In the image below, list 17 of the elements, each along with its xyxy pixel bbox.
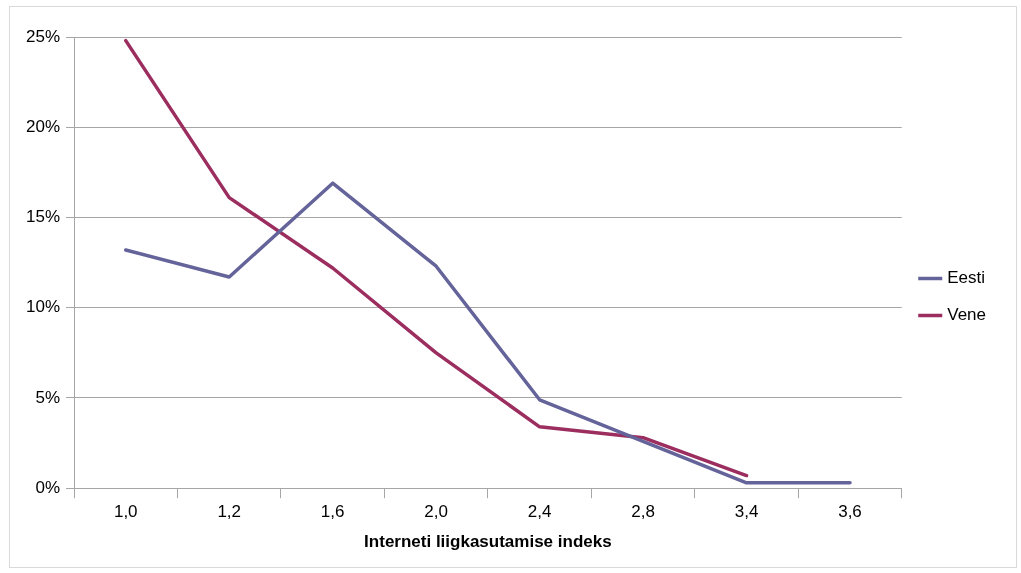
x-tick-label: 1,6 — [320, 502, 345, 522]
y-tick-label: 20% — [25, 116, 61, 136]
x-tick-label: 3,4 — [734, 502, 759, 522]
x-tick-label: 2,4 — [527, 502, 552, 522]
legend-label: Eesti — [947, 268, 986, 288]
x-tick-label: 1,2 — [217, 502, 242, 522]
y-tick-label: 0% — [35, 477, 61, 497]
x-tick-label: 1,0 — [113, 502, 138, 522]
y-tick-label: 25% — [25, 26, 61, 46]
y-tick-label: 15% — [25, 207, 61, 227]
y-tick-label: 5% — [35, 387, 61, 407]
y-tick-label: 10% — [25, 297, 61, 317]
x-tick-label: 2,0 — [424, 502, 448, 522]
x-tick-label: 2,8 — [631, 502, 655, 522]
x-tick-label: 3,6 — [838, 502, 862, 522]
legend-label: Vene — [947, 305, 986, 325]
x-axis-title: Interneti liigkasutamise indeks — [364, 532, 612, 552]
